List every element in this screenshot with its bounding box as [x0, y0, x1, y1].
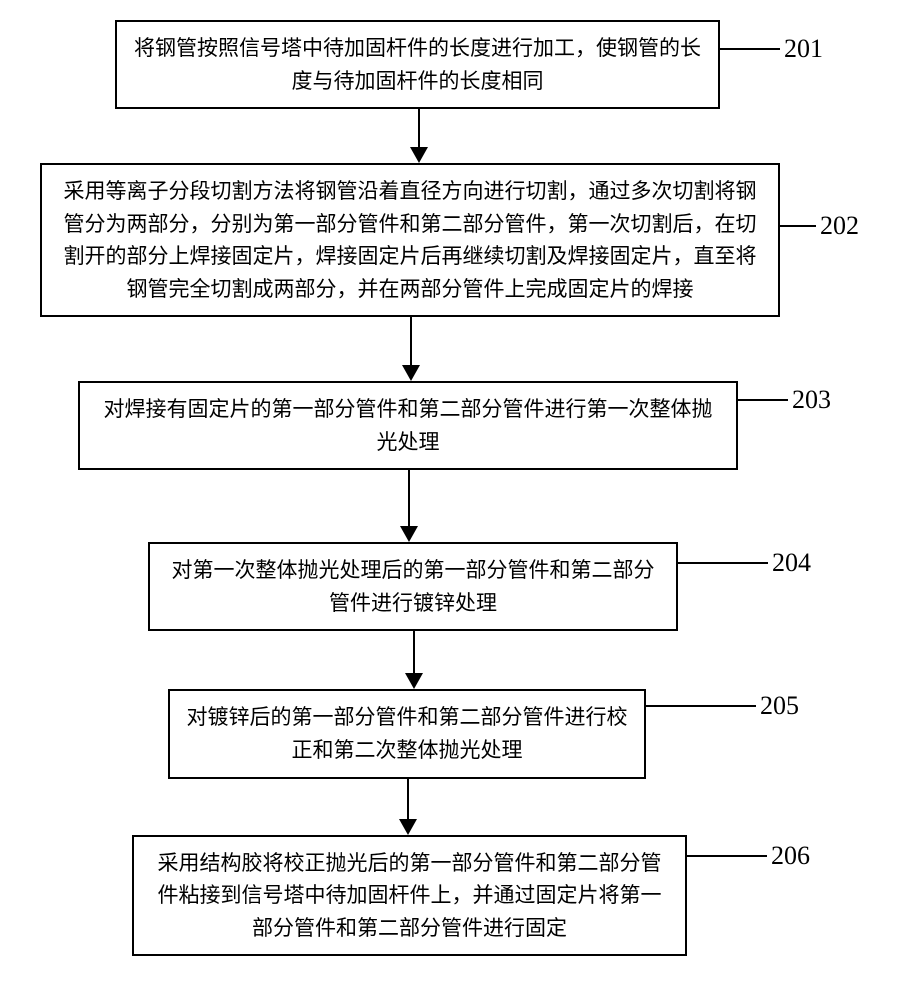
step-box: 对镀锌后的第一部分管件和第二部分管件进行校正和第二次整体抛光处理	[168, 689, 646, 778]
step-label-group: 205	[646, 691, 799, 721]
step-label-group: 201	[720, 34, 823, 64]
step-number: 202	[820, 211, 859, 241]
label-tick	[738, 399, 788, 401]
flow-step-201: 将钢管按照信号塔中待加固杆件的长度进行加工，使钢管的长度与待加固杆件的长度相同 2…	[40, 20, 880, 109]
arrow-head-icon	[410, 147, 428, 163]
label-tick	[678, 562, 768, 564]
flow-arrow	[40, 470, 880, 542]
step-box: 采用等离子分段切割方法将钢管沿着直径方向进行切割，通过多次切割将钢管分为两部分，…	[40, 163, 780, 317]
step-label-group: 206	[687, 841, 810, 871]
step-label-group: 204	[678, 548, 811, 578]
flow-arrow	[40, 317, 880, 381]
arrow-line	[410, 317, 412, 365]
step-box: 将钢管按照信号塔中待加固杆件的长度进行加工，使钢管的长度与待加固杆件的长度相同	[115, 20, 720, 109]
label-tick	[720, 48, 780, 50]
arrow-line	[407, 779, 409, 819]
step-number: 205	[760, 691, 799, 721]
step-box: 采用结构胶将校正抛光后的第一部分管件和第二部分管件粘接到信号塔中待加固杆件上，并…	[132, 835, 687, 957]
label-tick	[687, 855, 767, 857]
flow-arrow	[40, 109, 880, 163]
arrow-line	[418, 109, 420, 147]
arrow-head-icon	[402, 365, 420, 381]
label-tick	[780, 225, 816, 227]
label-tick	[646, 705, 756, 707]
arrow-head-icon	[400, 526, 418, 542]
step-box: 对第一次整体抛光处理后的第一部分管件和第二部分管件进行镀锌处理	[148, 542, 678, 631]
arrow-head-icon	[399, 819, 417, 835]
arrow-head-icon	[405, 673, 423, 689]
arrow-line	[413, 631, 415, 673]
flow-arrow	[40, 631, 880, 689]
step-number: 203	[792, 385, 831, 415]
step-label-group: 203	[738, 385, 831, 415]
step-number: 201	[784, 34, 823, 64]
step-box: 对焊接有固定片的第一部分管件和第二部分管件进行第一次整体抛光处理	[78, 381, 738, 470]
flow-step-205: 对镀锌后的第一部分管件和第二部分管件进行校正和第二次整体抛光处理 205	[40, 689, 880, 778]
flow-step-202: 采用等离子分段切割方法将钢管沿着直径方向进行切割，通过多次切割将钢管分为两部分，…	[40, 163, 880, 317]
flow-step-204: 对第一次整体抛光处理后的第一部分管件和第二部分管件进行镀锌处理 204	[40, 542, 880, 631]
step-label-group: 202	[780, 211, 859, 241]
flow-step-203: 对焊接有固定片的第一部分管件和第二部分管件进行第一次整体抛光处理 203	[40, 381, 880, 470]
step-number: 206	[771, 841, 810, 871]
step-number: 204	[772, 548, 811, 578]
arrow-line	[408, 470, 410, 526]
flow-step-206: 采用结构胶将校正抛光后的第一部分管件和第二部分管件粘接到信号塔中待加固杆件上，并…	[40, 835, 880, 957]
flowchart-container: 将钢管按照信号塔中待加固杆件的长度进行加工，使钢管的长度与待加固杆件的长度相同 2…	[40, 20, 880, 956]
flow-arrow	[40, 779, 880, 835]
